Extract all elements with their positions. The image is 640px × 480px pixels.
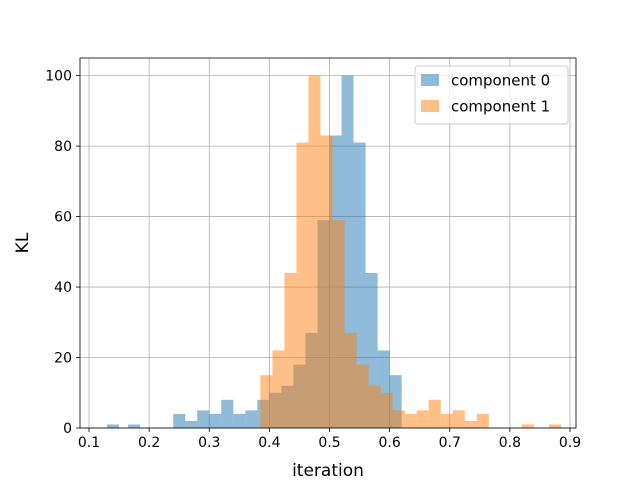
bar-component-1-0 bbox=[260, 375, 273, 428]
bar-component-1-5 bbox=[320, 135, 333, 428]
bar-component-1-17 bbox=[464, 420, 477, 428]
y-tick-label-3: 60 bbox=[54, 210, 72, 226]
bar-component-1-10 bbox=[380, 392, 393, 428]
bar-component-1-1 bbox=[272, 350, 285, 428]
bar-component-0-10 bbox=[233, 413, 246, 428]
bar-component-1-12 bbox=[404, 413, 417, 428]
x-axis-label: iteration bbox=[292, 461, 364, 480]
y-axis-label: KL bbox=[13, 232, 33, 253]
x-tick-label-8: 0.9 bbox=[559, 435, 581, 451]
bar-component-1-14 bbox=[428, 399, 441, 428]
bar-component-0-6 bbox=[185, 420, 198, 428]
bar-component-0-5 bbox=[173, 413, 186, 428]
bar-component-1-8 bbox=[356, 364, 369, 428]
y-tick-label-4: 80 bbox=[54, 139, 72, 155]
x-tick-label-2: 0.3 bbox=[198, 435, 220, 451]
bar-component-1-22 bbox=[548, 424, 561, 428]
bar-component-0-9 bbox=[221, 399, 234, 428]
legend: component 0 component 1 bbox=[414, 65, 569, 125]
y-tick-label-2: 40 bbox=[54, 280, 72, 296]
bar-component-0-1 bbox=[107, 424, 120, 428]
x-tick-label-3: 0.4 bbox=[258, 435, 280, 451]
bar-component-0-8 bbox=[209, 413, 222, 428]
bar-component-1-2 bbox=[284, 272, 297, 428]
bar-component-1-6 bbox=[332, 220, 345, 428]
bar-component-1-4 bbox=[308, 75, 321, 428]
bar-component-0-7 bbox=[197, 410, 210, 428]
legend-label-component-1: component 1 bbox=[451, 98, 550, 116]
x-tick-label-7: 0.8 bbox=[499, 435, 521, 451]
legend-swatch-component-1 bbox=[421, 100, 439, 112]
x-tick-label-6: 0.7 bbox=[439, 435, 461, 451]
y-tick-label-5: 100 bbox=[45, 69, 72, 85]
x-tick-label-0: 0.1 bbox=[78, 435, 100, 451]
bar-component-1-3 bbox=[296, 142, 309, 429]
bar-component-0-11 bbox=[245, 410, 258, 428]
bar-component-1-18 bbox=[476, 413, 489, 428]
x-tick-label-5: 0.6 bbox=[378, 435, 400, 451]
bar-component-1-20 bbox=[521, 424, 534, 428]
bar-component-1-13 bbox=[416, 410, 429, 428]
x-tick-label-1: 0.2 bbox=[138, 435, 160, 451]
y-tick-label-1: 20 bbox=[54, 351, 72, 367]
legend-box bbox=[414, 65, 569, 125]
legend-label-component-0: component 0 bbox=[451, 72, 550, 90]
bar-component-0-3 bbox=[128, 424, 141, 428]
x-tick-label-4: 0.5 bbox=[318, 435, 340, 451]
plot-frame bbox=[79, 57, 577, 429]
bar-component-1-15 bbox=[440, 413, 453, 428]
x-axis-ticks: 0.1 0.2 0.3 0.4 0.5 0.6 0.7 0.8 0.9 bbox=[78, 428, 581, 451]
bar-component-1-7 bbox=[344, 332, 357, 428]
bar-component-1-16 bbox=[452, 410, 465, 428]
bar-component-1-11 bbox=[392, 410, 405, 428]
y-axis-ticks: 0 20 40 60 80 100 bbox=[45, 69, 80, 437]
y-tick-label-0: 0 bbox=[63, 421, 72, 437]
histogram-bars bbox=[107, 75, 561, 429]
legend-swatch-component-0 bbox=[421, 74, 439, 86]
bar-component-1-9 bbox=[368, 385, 381, 428]
